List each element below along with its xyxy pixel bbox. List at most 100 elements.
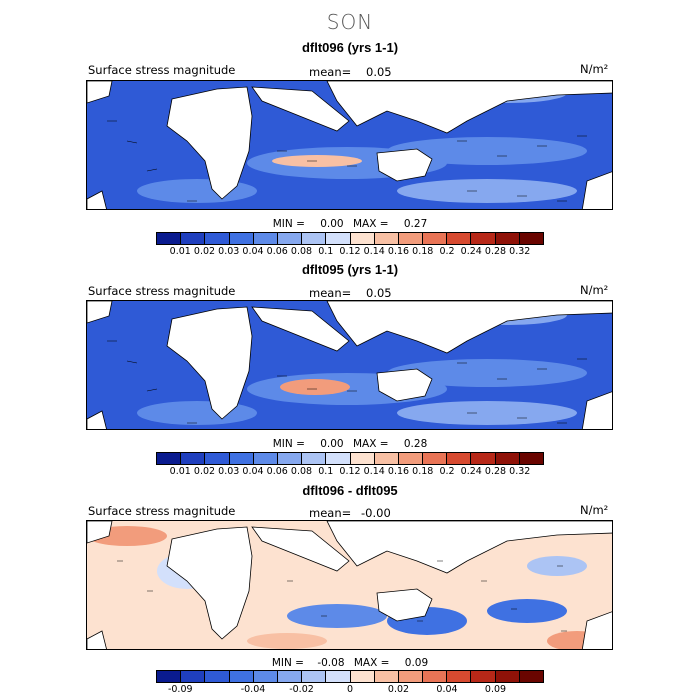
colorbar-box <box>519 233 543 244</box>
stress-band <box>137 179 257 203</box>
colorbar-box <box>519 453 543 464</box>
continents <box>87 81 612 209</box>
colorbar-tick-label: 0.14 <box>363 246 385 257</box>
colorbar-box <box>205 671 230 682</box>
panel-2-max-value: 0.28 <box>403 438 428 450</box>
panel-1-min-value: 0.00 <box>320 218 344 230</box>
stress-band <box>397 179 577 203</box>
stress-band <box>137 401 257 425</box>
colorbar-box <box>350 453 375 464</box>
colorbar-box <box>302 453 327 464</box>
colorbar-box <box>157 453 182 464</box>
colorbar-tick-label: 0.04 <box>242 246 264 257</box>
colorbar-tick-label: 0.24 <box>460 466 482 477</box>
panel-1-min-label: MIN = <box>272 218 305 230</box>
colorbar-tick-label: 0.24 <box>460 246 482 257</box>
colorbar-box <box>277 453 303 464</box>
panel-1-variable: Surface stress magnitude <box>88 63 236 77</box>
colorbar-tick-label: 0.02 <box>193 246 216 257</box>
continents <box>87 301 612 429</box>
panel-1-max-value: 0.27 <box>403 218 428 230</box>
colorbar-tick-label: 0.08 <box>290 246 313 257</box>
difference-negative <box>487 599 567 623</box>
colorbar-box <box>253 671 278 682</box>
panel-3-colorbar-ticks: -0.09 -0.04 -0.02 0 0.02 0.04 0.09 <box>156 684 544 696</box>
colorbar-box <box>447 671 472 682</box>
stress-band <box>387 137 587 165</box>
panel-2-colorbar-ticks: 0.01 0.02 0.03 0.04 0.06 0.08 0.1 0.12 0.14 0.16 0… <box>156 466 544 478</box>
panel-1-map <box>86 80 613 210</box>
colorbar-box <box>302 671 327 682</box>
panel-2-minmax: MIN = 0.00 MAX = 0.28 <box>0 438 700 450</box>
colorbar-tick-label: 0.01 <box>169 246 191 257</box>
colorbar-tick-label: 0.02 <box>193 466 216 477</box>
colorbar-tick-label: 0 <box>346 684 354 695</box>
colorbar-tick-label: 0.06 <box>266 466 288 477</box>
panel-2-variable: Surface stress magnitude <box>88 284 236 298</box>
colorbar-tick-label: 0.18 <box>412 466 434 477</box>
colorbar-box <box>495 233 520 244</box>
panel-3-colorbar <box>156 670 544 683</box>
colorbar-box <box>205 453 230 464</box>
colorbar-box <box>495 453 520 464</box>
panel-2-heatmap <box>87 301 612 429</box>
colorbar-tick-label: 0.04 <box>242 466 264 477</box>
figure-title: SON <box>326 10 374 34</box>
colorbar-box <box>447 233 472 244</box>
panel-2-colorbar <box>156 452 544 465</box>
stress-vectors <box>107 340 587 424</box>
colorbar-tick-label: 0.32 <box>509 466 531 477</box>
colorbar-tick-label: 0.09 <box>484 684 507 695</box>
difference-positive <box>247 633 327 649</box>
colorbar-tick-label: 0.2 <box>439 246 455 257</box>
colorbar-tick-label: 0.16 <box>387 246 410 257</box>
colorbar-box <box>471 233 496 244</box>
panel-3-min-value: -0.08 <box>317 657 345 669</box>
colorbar-box <box>253 453 278 464</box>
colorbar-box <box>423 233 448 244</box>
panel-3-variable: Surface stress magnitude <box>88 504 236 518</box>
panel-3-max-value: 0.09 <box>404 657 429 669</box>
colorbar-box <box>423 671 448 682</box>
colorbar-box <box>181 233 206 244</box>
panel-3-mean-value: -0.00 <box>361 506 391 520</box>
colorbar-box <box>326 233 351 244</box>
colorbar-box <box>253 233 278 244</box>
colorbar-tick-label: 0.1 <box>318 246 334 257</box>
panel-1-minmax: MIN = 0.00 MAX = 0.27 <box>0 218 700 230</box>
panel-3-max-label: MAX = <box>353 657 390 669</box>
colorbar-box <box>157 671 182 682</box>
colorbar-box <box>229 671 254 682</box>
colorbar-tick-label: 0.1 <box>318 466 334 477</box>
panel-2-title: dflt095 (yrs 1-1) <box>301 262 399 277</box>
panel-2-min-value: 0.00 <box>320 438 344 450</box>
colorbar-box <box>181 671 206 682</box>
colorbar-tick-label: 0.28 <box>484 466 507 477</box>
colorbar-box <box>277 233 303 244</box>
colorbar-box <box>277 671 303 682</box>
stress-maximum <box>280 379 350 395</box>
colorbar-tick-label: 0.12 <box>339 246 361 257</box>
panel-1-colorbar-ticks: 0.01 0.02 0.03 0.04 0.06 0.08 0.1 0.12 0.14 0.16 0… <box>156 246 544 258</box>
colorbar-tick-label: 0.14 <box>363 466 385 477</box>
panel-1-max-label: MAX = <box>352 218 389 230</box>
colorbar-tick-label: 0.06 <box>266 246 288 257</box>
colorbar-tick-label: 0.08 <box>290 466 313 477</box>
colorbar-box <box>374 453 399 464</box>
panel-1-colorbar <box>156 232 544 245</box>
colorbar-tick-label: -0.02 <box>289 684 314 695</box>
panel-3-min-label: MIN = <box>271 657 304 669</box>
colorbar-box <box>157 233 182 244</box>
colorbar-tick-label: 0.28 <box>484 246 507 257</box>
colorbar-box <box>205 233 230 244</box>
panel-1-mean-value: 0.05 <box>366 65 392 79</box>
panel-2-max-label: MAX = <box>352 438 389 450</box>
continents <box>87 521 612 649</box>
colorbar-box <box>350 233 375 244</box>
colorbar-box <box>398 671 424 682</box>
panel-3-minmax: MIN = -0.08 MAX = 0.09 <box>0 657 700 669</box>
colorbar-box <box>471 671 496 682</box>
panel-3-heatmap <box>87 521 612 649</box>
difference-negative <box>287 604 387 628</box>
panel-1-title: dflt096 (yrs 1-1) <box>301 40 399 55</box>
